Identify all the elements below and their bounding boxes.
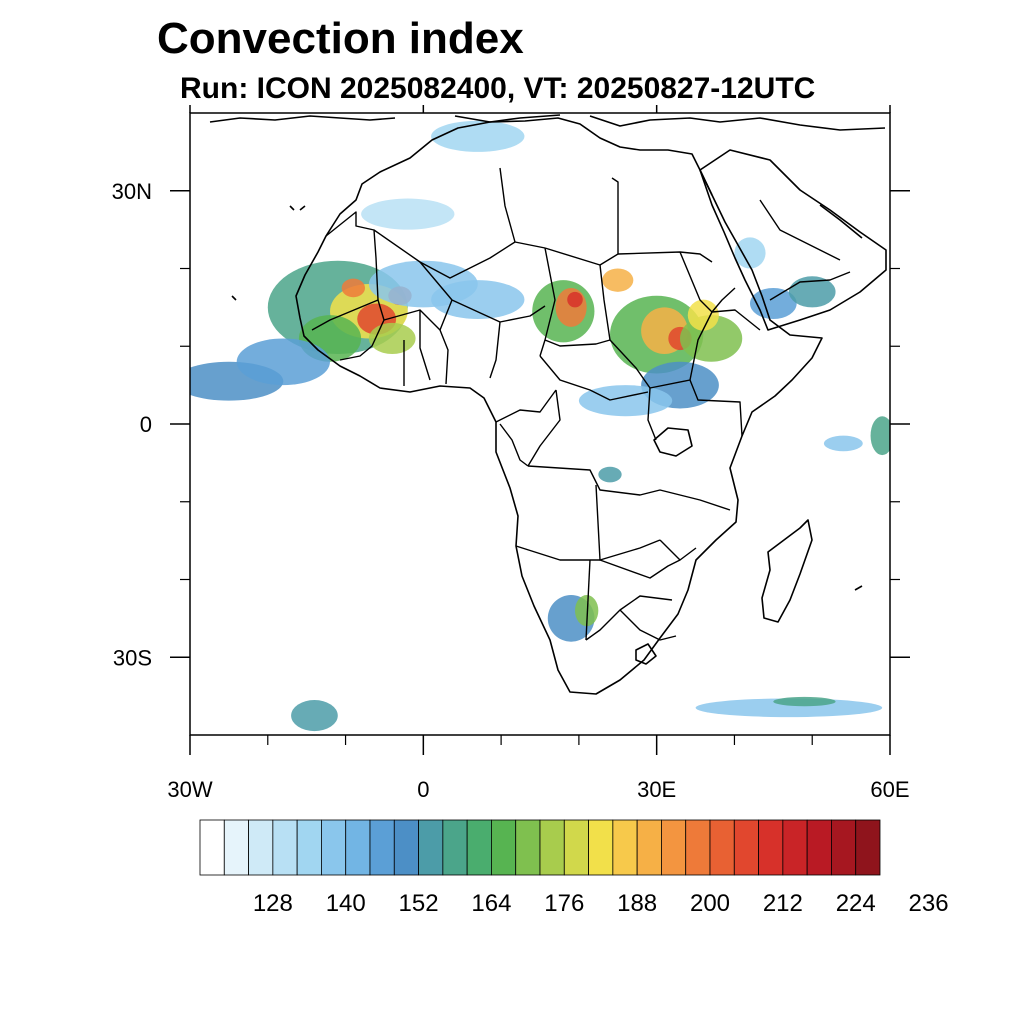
convection-blob: [431, 280, 525, 320]
colorbar-tick-label: 176: [544, 890, 584, 917]
colorbar-tick-label: 140: [326, 890, 366, 917]
colorbar-swatch: [782, 819, 808, 876]
convection-field: [190, 120, 890, 732]
colorbar-tick-label: 212: [763, 890, 803, 917]
colorbar-swatch: [636, 819, 662, 876]
x-tick-label: 60E: [870, 777, 909, 802]
colorbar-tick-label: 152: [399, 890, 439, 917]
convection-blob: [788, 276, 836, 308]
convection-blob: [602, 268, 634, 292]
y-tick-label: 0: [140, 412, 152, 437]
plot-frame: [189, 112, 891, 736]
colorbar-swatch: [296, 819, 322, 876]
convection-blob: [598, 466, 622, 483]
colorbar-swatch: [661, 819, 687, 876]
convection-blob: [773, 696, 836, 707]
colorbar-swatch: [831, 819, 857, 876]
map-axes: 30W 0 30E 60E 30N 0 30S: [112, 105, 910, 802]
colorbar-swatch: [685, 819, 711, 876]
colorbar-swatch: [612, 819, 638, 876]
x-tick-label: 30E: [637, 777, 676, 802]
colorbar-swatch: [442, 819, 468, 876]
colorbar-swatch: [345, 819, 371, 876]
colorbar-swatch: [709, 819, 735, 876]
convection-blob: [870, 416, 890, 456]
colorbar-swatch: [248, 819, 274, 876]
colorbar-swatch: [806, 819, 832, 876]
colorbar-swatch: [418, 819, 444, 876]
colorbar-tick-label: 236: [909, 890, 949, 917]
colorbar-swatch: [321, 819, 347, 876]
colorbar-swatch: [563, 819, 589, 876]
colorbar-swatch: [466, 819, 492, 876]
page-title: Convection index: [157, 14, 524, 63]
country-borders: [311, 167, 851, 641]
colorbar-tick-label: 128: [253, 890, 293, 917]
convection-blob: [578, 385, 673, 417]
colorbar-swatch: [855, 819, 881, 876]
convection-blob: [291, 700, 338, 732]
convection-blob: [695, 698, 883, 718]
convection-blob: [341, 278, 366, 298]
colorbar-swatch: [272, 819, 298, 876]
colorbar-tick-label: 224: [836, 890, 876, 917]
convection-blob: [567, 291, 583, 308]
convection-blob: [361, 198, 455, 230]
y-tick-label: 30N: [112, 179, 152, 204]
colorbar-tick-label: 164: [471, 890, 511, 917]
colorbar-tick-label: 200: [690, 890, 730, 917]
convection-blob: [575, 595, 599, 627]
colorbar-swatch: [539, 819, 565, 876]
coastlines: [209, 114, 887, 695]
colorbar-swatch: [588, 819, 614, 876]
colorbar-swatch: [758, 819, 784, 876]
colorbar-tick-label: 188: [617, 890, 657, 917]
convection-blob: [734, 237, 766, 269]
colorbar-swatch: [515, 819, 541, 876]
x-tick-label: 30W: [167, 777, 212, 802]
convection-blob: [687, 299, 719, 331]
page-subtitle: Run: ICON 2025082400, VT: 20250827-12UTC: [180, 72, 816, 105]
colorbar-swatch: [223, 819, 249, 876]
x-tick-label: 0: [417, 777, 429, 802]
y-tick-label: 30S: [113, 645, 152, 670]
colorbar-swatch: [199, 819, 225, 876]
colorbar-swatch: [491, 819, 517, 876]
convection-blob: [823, 435, 863, 452]
convection-blob: [236, 338, 330, 386]
colorbar: 128 140 152 164 176 188 200 212 224 236: [199, 819, 949, 917]
convection-blob: [431, 120, 525, 152]
colorbar-swatch: [393, 819, 419, 876]
colorbar-swatch: [369, 819, 395, 876]
colorbar-swatch: [733, 819, 759, 876]
